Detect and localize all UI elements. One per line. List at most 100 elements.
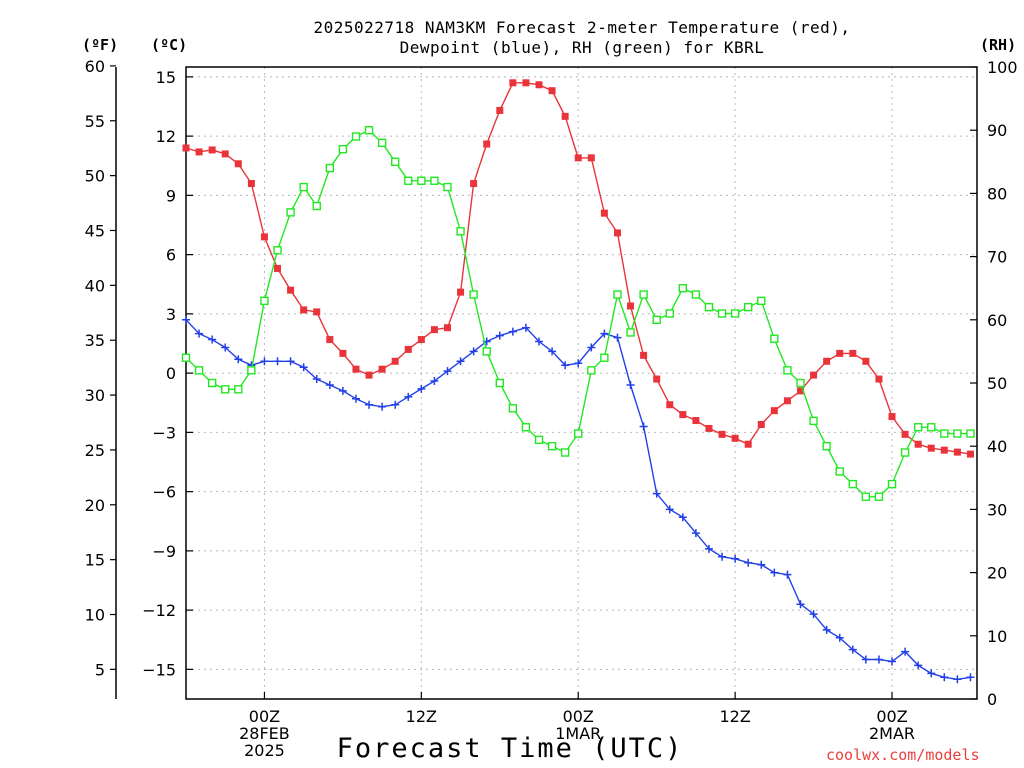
temperature-point [417, 336, 425, 344]
rh-point [508, 404, 518, 413]
celsius-tick-label: 15 [156, 68, 176, 87]
chart-title-line-2: Dewpoint (blue), RH (green) for KBRL [399, 38, 765, 57]
rh-point [312, 201, 321, 211]
temperature-point [260, 233, 268, 241]
dewpoint-point [600, 329, 609, 338]
fahrenheit-tick-label: 25 [85, 441, 105, 460]
temperature-point [522, 79, 530, 87]
fahrenheit-tick-label: 55 [85, 112, 105, 131]
fahrenheit-unit-label: (ºF) [82, 36, 119, 54]
dewpoint-point [299, 363, 308, 372]
temperature-point [326, 336, 334, 344]
rh-point [560, 448, 570, 457]
fahrenheit-tick-label: 45 [85, 221, 105, 240]
dewpoint-point [535, 337, 544, 346]
dewpoint-point [940, 673, 949, 682]
temperature-point [378, 365, 386, 373]
rh-point [717, 309, 727, 318]
rh-point [338, 144, 348, 154]
rh-tick-label: 0 [987, 690, 997, 709]
celsius-tick-label: 0 [166, 364, 176, 383]
rh-point [887, 479, 897, 489]
rh-point [927, 423, 936, 432]
rh-point [757, 296, 766, 306]
rh-point [900, 448, 910, 457]
temperature-point [548, 87, 556, 95]
celsius-tick-label: −3 [152, 423, 176, 442]
dewpoint-point [731, 554, 740, 563]
rh-tick-label: 80 [987, 184, 1007, 203]
temperature-point [718, 430, 726, 438]
temperature-point [810, 371, 818, 379]
temperature-point [430, 326, 438, 334]
rh-point [273, 246, 282, 255]
rh-point [534, 435, 544, 445]
temperature-point [653, 375, 661, 383]
rh-point [953, 429, 962, 438]
rh-point [377, 138, 387, 148]
celsius-tick-label: 12 [156, 127, 176, 146]
fahrenheit-tick-label: 5 [95, 660, 105, 679]
temperature-point [849, 349, 857, 357]
dewpoint-point [417, 384, 426, 393]
rh-point [587, 366, 596, 375]
temperature-point [483, 140, 491, 148]
dewpoint-point [678, 513, 687, 522]
rh-point [835, 467, 844, 476]
dewpoint-point [757, 560, 766, 569]
temperature-point [561, 112, 569, 120]
rh-point [613, 290, 622, 299]
dewpoint-point [325, 380, 334, 389]
grid-lines [186, 67, 977, 699]
temperature-point [339, 349, 347, 357]
rh-point [247, 366, 256, 375]
rh-point [966, 429, 975, 438]
rh-unit-label: (RH) [980, 36, 1017, 54]
temperature-point [744, 440, 752, 448]
fahrenheit-tick-label: 10 [85, 606, 105, 625]
rh-point [194, 366, 204, 375]
temperature-point [574, 154, 582, 162]
dewpoint-point [521, 323, 530, 332]
temperature-point [287, 286, 295, 294]
dewpoint-point [888, 657, 897, 666]
rh-tick-label: 10 [987, 627, 1007, 646]
temperature-point [208, 146, 216, 154]
dewpoint-point [901, 647, 910, 656]
rh-point [404, 176, 413, 185]
x-tick-label: 2025 [244, 741, 285, 760]
source-credit: coolwx.com/models [826, 746, 980, 764]
fahrenheit-tick-label: 35 [85, 331, 105, 350]
series [181, 79, 975, 684]
temperature-point [692, 417, 700, 425]
dewpoint-point [587, 343, 596, 352]
temperature-point [313, 308, 321, 316]
dewpoint-point [351, 394, 360, 403]
fahrenheit-tick-label: 50 [85, 167, 105, 186]
dewpoint-point [652, 489, 661, 498]
celsius-tick-label: −9 [152, 542, 176, 561]
temperature-point [509, 79, 517, 87]
rh-point [417, 176, 426, 185]
dewpoint-point [874, 655, 883, 664]
temperature-point [875, 375, 883, 383]
temperature-point [404, 345, 412, 353]
dewpoint-point [495, 331, 504, 340]
rh-point [390, 157, 400, 167]
temperature-point [234, 160, 242, 168]
temperature-point [443, 324, 451, 332]
rh-tick-label: 50 [987, 374, 1007, 393]
x-tick-label: 1MAR [555, 724, 601, 743]
temperature-point [705, 424, 713, 432]
temperature-point [496, 106, 504, 114]
temperature-point [927, 444, 935, 452]
temperature-point [247, 180, 255, 188]
dewpoint-point [561, 361, 570, 370]
x-tick-label: 28FEB [239, 724, 290, 743]
rh-point [456, 227, 465, 236]
dewpoint-point [822, 625, 831, 634]
temperature-point [953, 448, 961, 456]
temperature-point [627, 302, 635, 310]
fahrenheit-tick-label: 15 [85, 551, 105, 570]
temperature-point [600, 209, 608, 217]
